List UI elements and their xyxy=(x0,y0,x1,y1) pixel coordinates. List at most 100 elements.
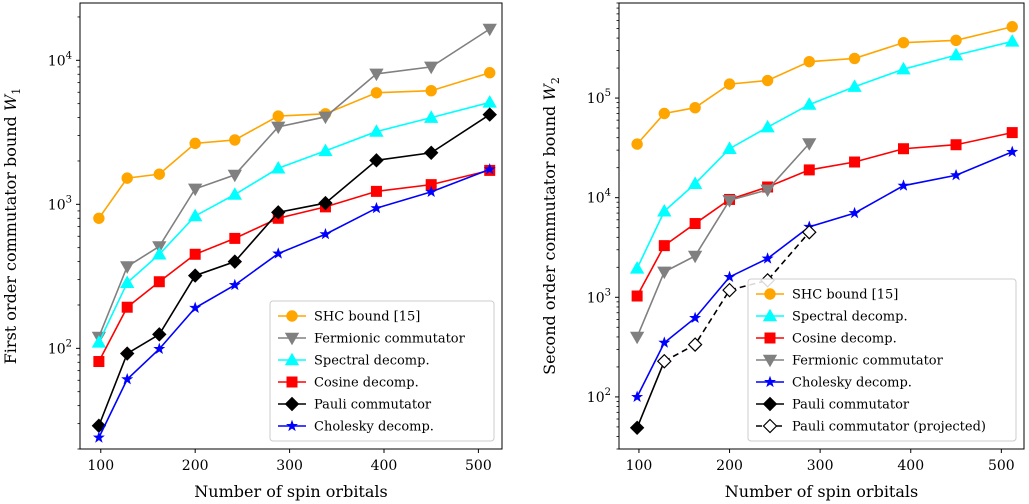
chart0-point-0-4 xyxy=(229,134,241,146)
chart0-y-axis-label: First order commutator bound W1 xyxy=(1,88,23,365)
chart1-point-4-9 xyxy=(1006,145,1019,158)
chart0-point-2-3 xyxy=(188,208,203,222)
chart0-legend-label-0: SHC bound [15] xyxy=(314,310,420,325)
chart0-point-5-4 xyxy=(228,278,241,291)
chart1-y-axis-label: Second order commutator bound W2 xyxy=(540,77,562,375)
chart0-y-tick-label-1: 103 xyxy=(48,194,72,213)
chart0-series-line-4 xyxy=(98,113,491,427)
chart0-point-5-8 xyxy=(425,185,438,197)
chart1-point-0-3 xyxy=(723,78,736,90)
chart0-legend-item-4: Pauli commutator xyxy=(278,396,432,413)
chart1-legend-item-6: Pauli commutator (projected) xyxy=(756,418,986,435)
chart0-series-line-3 xyxy=(98,169,490,362)
chart0-legend-marker-4 xyxy=(284,396,300,412)
chart0-legend-item-2: Spectral decomp. xyxy=(278,352,430,369)
chart1-x-tick-label-4: 500 xyxy=(988,458,1015,474)
chart0-legend-marker-3 xyxy=(286,376,298,388)
chart0-point-5-3 xyxy=(189,301,202,313)
chart0-x-tick-label-1: 200 xyxy=(182,458,209,474)
chart1-series-2 xyxy=(631,127,1018,302)
chart0-point-0-8 xyxy=(425,85,437,97)
chart0-legend-label-5: Cholesky decomp. xyxy=(314,420,434,435)
chart1-legend-label-2: Cosine decomp. xyxy=(792,332,897,347)
chart1-legend-label-6: Pauli commutator (projected) xyxy=(792,420,986,435)
chart0-point-4-6 xyxy=(318,195,333,211)
chart1-point-3-5 xyxy=(802,138,817,151)
chart1-series-1 xyxy=(629,34,1020,274)
chart1-legend-item-2: Cosine decomp. xyxy=(756,332,897,347)
chart1-series-3 xyxy=(629,138,817,345)
chart0-point-1-9 xyxy=(482,23,497,37)
chart0-point-4-8 xyxy=(423,145,439,160)
chart0-legend-label-1: Fermionic commutator xyxy=(314,332,466,347)
chart0-point-1-4 xyxy=(227,169,242,183)
chart1-series-line-4 xyxy=(636,151,1013,398)
chart0-axes-frame xyxy=(79,2,503,450)
chart1-point-1-9 xyxy=(1005,34,1020,47)
chart1-y-tick-label-2: 104 xyxy=(587,188,611,207)
chart0-point-3-3 xyxy=(189,248,201,260)
chart0-x-tick-label-4: 500 xyxy=(465,458,492,474)
chart0-point-4-5 xyxy=(271,205,286,220)
chart1-legend-label-4: Cholesky decomp. xyxy=(792,376,912,391)
chart1-y-tick-label-0: 102 xyxy=(587,387,611,406)
chart1-point-3-1 xyxy=(657,266,672,280)
chart1-series-line-1 xyxy=(636,40,1013,269)
chart1-point-6-2 xyxy=(722,282,737,298)
chart0-point-4-0 xyxy=(91,418,107,433)
chart0-point-4-9 xyxy=(482,107,497,122)
chart1-point-3-0 xyxy=(629,331,645,345)
chart1-x-tick-label-2: 300 xyxy=(807,458,834,474)
chart1-y-tick-label-1: 103 xyxy=(587,287,611,306)
chart1-point-0-9 xyxy=(1006,21,1018,33)
chart1-point-2-1 xyxy=(658,240,670,252)
chart1-point-3-4 xyxy=(760,184,775,198)
chart1-point-1-7 xyxy=(896,61,911,75)
chart0-y-tick-label-2: 104 xyxy=(48,50,72,69)
chart1-point-6-4 xyxy=(801,224,817,240)
chart1-series-group xyxy=(629,21,1020,435)
chart1-legend-item-3: Fermionic commutator xyxy=(756,354,944,369)
chart1-point-3-2 xyxy=(687,250,703,264)
chart1-point-2-8 xyxy=(950,139,962,151)
chart1-legend: SHC bound [15] Spectral decomp. Cosine dec… xyxy=(747,278,1017,442)
chart1-point-2-6 xyxy=(849,156,861,168)
chart1-legend-item-4: Cholesky decomp. xyxy=(756,376,912,391)
chart1-point-1-8 xyxy=(948,47,964,61)
chart0-point-0-3 xyxy=(189,137,201,150)
chart0-point-1-3 xyxy=(188,183,203,197)
chart0-point-5-2 xyxy=(153,342,166,355)
chart1-point-0-2 xyxy=(689,102,701,114)
chart1-point-6-1 xyxy=(687,337,703,352)
chart1-point-4-3 xyxy=(723,270,736,283)
chart0-point-3-4 xyxy=(229,232,241,244)
chart0-legend-marker-2 xyxy=(284,352,300,366)
chart0-y-tick-label-0: 102 xyxy=(48,338,72,357)
chart0-x-tick-label-0: 100 xyxy=(87,458,114,474)
chart1-point-4-1 xyxy=(658,336,671,348)
chart1-x-tick-label-0: 100 xyxy=(626,458,653,474)
chart0-point-5-9 xyxy=(483,163,496,175)
chart0-point-4-4 xyxy=(227,254,243,269)
chart1-x-tick-label-3: 400 xyxy=(897,458,924,474)
chart0-series-line-2 xyxy=(98,101,490,343)
chart0-point-2-7 xyxy=(369,124,384,137)
chart1-legend-marker-1 xyxy=(762,308,778,322)
chart1-point-0-4 xyxy=(761,74,774,87)
chart1-legend-label-3: Fermionic commutator xyxy=(792,354,944,369)
chart0-point-0-0 xyxy=(93,212,105,224)
chart0-legend-label-2: Spectral decomp. xyxy=(314,354,430,369)
chart1-legend-item-0: SHC bound [15] xyxy=(756,288,898,303)
chart0-series-0 xyxy=(93,67,496,224)
chart0-point-2-4 xyxy=(227,187,242,200)
chart0-series-2 xyxy=(91,95,497,348)
chart1-point-4-8 xyxy=(950,168,963,181)
chart0-point-4-3 xyxy=(187,268,203,283)
chart1-legend-item-1: Spectral decomp. xyxy=(756,308,908,325)
chart1-point-5-0 xyxy=(629,420,645,435)
chart1-point-0-0 xyxy=(631,138,643,150)
chart1-point-4-6 xyxy=(848,206,861,219)
chart0-point-3-7 xyxy=(370,185,382,197)
chart1-point-4-2 xyxy=(689,311,702,324)
chart0-x-tick-label-3: 400 xyxy=(371,458,398,474)
